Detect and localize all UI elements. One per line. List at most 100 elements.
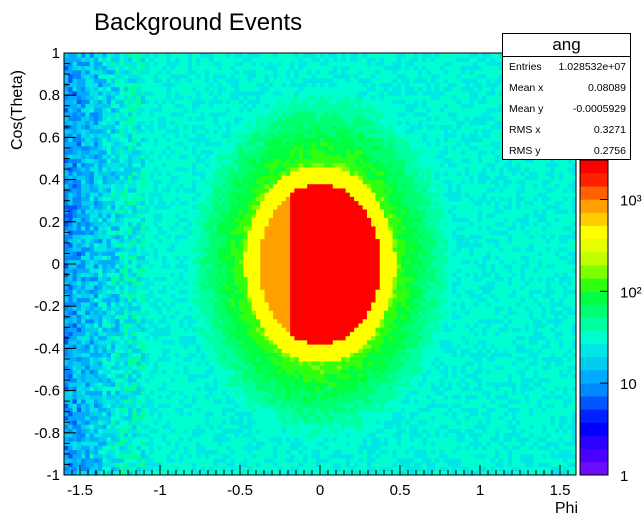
heatmap-cell [81,141,86,147]
heatmap-cell [93,445,99,451]
heatmap-cell [192,399,197,404]
heatmap-cell [128,432,133,438]
heatmap-cell [251,449,257,455]
heatmap-cell [204,285,210,290]
heatmap-cell [110,352,116,358]
heatmap-cell [115,137,120,143]
heatmap-cell [72,420,78,425]
heatmap-cell [221,107,227,113]
heatmap-cell [89,188,95,193]
heatmap-cell [123,82,129,88]
heatmap-cell [183,424,189,429]
heatmap-cell [149,116,154,121]
heatmap-cell [234,112,240,117]
heatmap-cell [149,95,154,100]
heatmap-cell [162,365,167,370]
heatmap-cell [234,234,240,240]
heatmap-cell [226,361,231,366]
heatmap-cell [209,192,214,197]
heatmap-cell [183,137,189,143]
heatmap-cell [76,327,82,332]
heatmap-cell [226,365,231,370]
heatmap-cell [98,86,103,92]
heatmap-cell [98,352,103,358]
heatmap-cell [273,437,278,442]
heatmap-cell [140,128,146,134]
heatmap-cell [256,365,261,370]
heatmap-cell [68,192,73,197]
heatmap-cell [128,348,133,354]
heatmap-cell [98,238,103,244]
heatmap-cell [149,293,154,299]
heatmap-cell [183,323,189,328]
heatmap-cell [85,373,90,379]
heatmap-cell [166,120,172,126]
heatmap-cell [76,310,82,316]
heatmap-cell [166,386,172,391]
heatmap-cell [140,209,146,214]
heatmap-cell [200,466,206,472]
heatmap-cell [128,65,133,71]
heatmap-cell [166,272,172,278]
heatmap-cell [93,272,99,278]
heatmap-cell [106,373,112,379]
heatmap-cell [204,107,210,113]
heatmap-cell [204,65,210,71]
heatmap-cell [213,428,218,434]
heatmap-cell [102,183,108,189]
heatmap-cell [110,234,116,240]
heatmap-cell [157,90,163,96]
heatmap-cell [128,183,133,189]
heatmap-cell [179,99,184,105]
heatmap-cell [251,407,257,413]
heatmap-cell [238,234,244,240]
heatmap-cell [268,196,274,202]
heatmap-cell [251,213,257,218]
heatmap-cell [251,247,257,252]
heatmap-cell [132,449,137,455]
heatmap-cell [153,86,159,92]
heatmap-cell [204,234,210,240]
heatmap-cell [221,399,227,404]
heatmap-cell [76,458,82,463]
heatmap-cell [247,158,253,164]
heatmap-cell [119,323,125,328]
heatmap-cell [93,171,99,176]
heatmap-cell [192,373,197,379]
heatmap-cell [68,251,73,256]
heatmap-cell [149,348,154,354]
heatmap-cell [98,437,103,442]
heatmap-cell [132,348,137,354]
heatmap-cell [256,301,261,307]
heatmap-cell [93,128,99,134]
heatmap-cell [136,150,142,155]
heatmap-cell [136,276,142,282]
heatmap-cell [162,466,167,472]
heatmap-cell [102,57,108,62]
heatmap-cell [273,137,278,143]
heatmap-cell [128,344,133,349]
heatmap-cell [221,226,227,231]
heatmap-cell [217,86,223,92]
heatmap-cell [72,82,78,88]
heatmap-cell [213,226,218,231]
heatmap-cell [119,318,125,324]
heatmap-cell [187,399,193,404]
heatmap-cell [166,213,172,218]
heatmap-cell [268,61,274,67]
heatmap-cell [89,348,95,354]
heatmap-cell [72,462,78,467]
heatmap-cell [238,226,244,231]
heatmap-cell [213,61,218,67]
heatmap-cell [72,255,78,261]
heatmap-cell [166,82,172,88]
heatmap-cell [157,453,163,459]
heatmap-cell [128,310,133,316]
heatmap-cell [85,209,90,214]
heatmap-cell [187,251,193,256]
heatmap-cell [183,120,189,126]
heatmap-cell [174,150,180,155]
heatmap-cell [162,411,167,417]
heatmap-cell [110,441,116,446]
heatmap-cell [209,200,214,206]
